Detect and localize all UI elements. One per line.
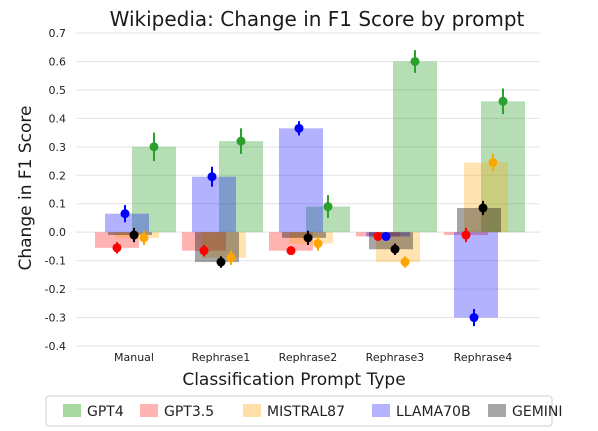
point-mistral87-3	[400, 257, 410, 267]
y-tick-label: 0.7	[49, 27, 67, 40]
point-llama70b-2	[294, 123, 304, 133]
bar-gemini-4	[457, 207, 501, 233]
bar-gpt4-3	[393, 61, 437, 233]
bar-gpt4-1	[219, 141, 263, 233]
legend-swatch-mistral87	[243, 404, 261, 417]
point-gemini-1	[216, 257, 226, 267]
point-mistral87-1	[226, 253, 236, 263]
point-gemini-2	[303, 233, 313, 243]
legend-swatch-gpt4	[63, 404, 81, 417]
x-tick-label: Rephrase4	[454, 351, 513, 364]
point-llama70b-4	[469, 313, 479, 323]
point-gpt35-3	[373, 231, 383, 241]
x-tick-labels: Manual Rephrase1 Rephrase2 Rephrase3 Rephras…	[114, 351, 512, 364]
y-tick-label: -0.1	[45, 255, 66, 268]
bars-layer	[95, 61, 525, 318]
bar-gpt35-1	[182, 232, 226, 251]
point-mistral87-4	[488, 157, 498, 167]
bar-gpt35-0	[95, 232, 139, 248]
y-tick-labels: -0.4 -0.3 -0.2 -0.1 0.0 0.1 0.2 0.3 0.4 0.5 0.6 0.7	[45, 27, 66, 353]
point-gpt35-4	[461, 230, 471, 240]
legend-label-gpt4: GPT4	[87, 404, 124, 420]
y-tick-label: 0.1	[49, 198, 67, 211]
bar-mistral87-4	[464, 162, 508, 233]
legend-label-gpt35: GPT3.5	[164, 404, 214, 420]
chart-title: Wikipedia: Change in F1 Score by prompt	[110, 7, 525, 31]
point-mistral87-2	[313, 239, 323, 249]
bar-llama70b-2	[279, 128, 323, 233]
point-gemini-4	[478, 203, 488, 213]
bar-mistral87-1	[202, 232, 246, 258]
y-tick-label: -0.2	[45, 283, 66, 296]
y-tick-label: 0.3	[49, 141, 67, 154]
point-gemini-0	[129, 230, 139, 240]
bar-llama70b-0	[105, 213, 149, 233]
legend-label-llama70b: LLAMA70B	[396, 404, 471, 420]
y-tick-label: -0.4	[45, 340, 66, 353]
point-gpt4-0	[149, 142, 159, 152]
point-llama70b-1	[207, 172, 217, 182]
y-tick-label: -0.3	[45, 312, 66, 325]
y-axis-label: Change in F1 Score	[16, 105, 36, 270]
point-gemini-3	[390, 244, 400, 254]
point-gpt35-0	[112, 243, 122, 253]
y-tick-label: 0.2	[49, 169, 67, 182]
point-mistral87-0	[139, 233, 149, 243]
x-axis-label: Classification Prompt Type	[182, 370, 405, 390]
y-tick-label: 0.5	[49, 84, 67, 97]
x-tick-label: Rephrase3	[366, 351, 425, 364]
point-gpt4-1	[236, 136, 246, 146]
x-tick-label: Rephrase2	[279, 351, 338, 364]
legend-label-gemini: GEMINI	[512, 404, 563, 420]
point-gpt35-2	[286, 246, 296, 256]
bar-gemini-2	[282, 232, 326, 238]
legend-label-mistral87: MISTRAL87	[267, 404, 345, 420]
legend: GPT4 GPT3.5 MISTRAL87 LLAMA70B GEMINI	[45, 395, 563, 427]
legend-frame	[45, 395, 553, 427]
bar-gpt35-2	[269, 232, 313, 251]
point-llama70b-3	[381, 231, 391, 241]
bar-gpt4-4	[481, 101, 525, 233]
x-tick-label: Manual	[114, 351, 154, 364]
bar-llama70b-1	[192, 176, 236, 233]
legend-swatch-gpt35	[140, 404, 158, 417]
point-gpt35-1	[199, 246, 209, 256]
point-llama70b-0	[120, 209, 130, 219]
bar-llama70b-4	[454, 232, 498, 318]
point-gpt4-2	[323, 202, 333, 212]
y-tick-label: 0.4	[49, 112, 67, 125]
x-tick-label: Rephrase1	[192, 351, 251, 364]
point-gpt4-4	[498, 96, 508, 106]
y-tick-label: 0.6	[49, 55, 67, 68]
legend-swatch-gemini	[488, 404, 506, 417]
points-layer	[112, 50, 508, 327]
y-tick-label: 0.0	[49, 226, 67, 239]
legend-swatch-llama70b	[372, 404, 390, 417]
point-gpt4-3	[410, 56, 420, 66]
